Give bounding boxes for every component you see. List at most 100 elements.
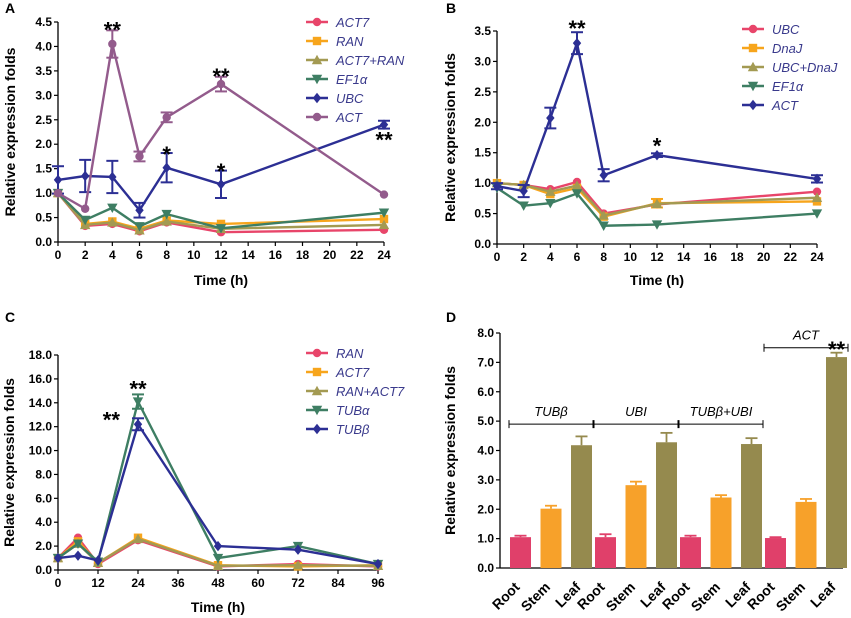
data-point	[162, 113, 171, 122]
y-tick-label: 16.0	[29, 372, 53, 386]
series-ran-plus-act7	[52, 533, 384, 571]
x-tick-label-stem: Stem	[688, 579, 724, 615]
data-point	[215, 224, 227, 234]
x-tick-label-stem: Stem	[773, 579, 809, 615]
y-tick-label: 3.0	[474, 54, 491, 68]
data-point	[519, 185, 528, 197]
x-tick-label: 36	[171, 576, 185, 590]
data-point	[108, 39, 117, 49]
bar-stem	[795, 501, 817, 568]
data-point	[213, 540, 223, 552]
legend-marker	[312, 17, 322, 27]
x-tick-label: 12	[214, 248, 228, 262]
significance-marker: **	[828, 337, 846, 362]
data-point	[53, 174, 63, 186]
x-tick-label-root: Root	[489, 579, 523, 613]
y-tick-label: 3.0	[35, 88, 52, 102]
data-point	[373, 558, 383, 570]
y-tick-label: 0.0	[474, 237, 491, 251]
y-tick-label: 4.0	[35, 515, 52, 529]
legend-entry-ubc: UBC	[742, 22, 800, 37]
y-axis-title: Relative expression folds	[442, 366, 458, 535]
x-tick-label: 6	[574, 250, 581, 264]
legend-label: ACT7	[335, 15, 370, 30]
data-point	[379, 119, 389, 130]
significance-marker: **	[568, 16, 586, 41]
x-tick-label: 2	[520, 250, 527, 264]
y-tick-label: 1.0	[474, 176, 491, 190]
data-point	[812, 187, 822, 196]
x-axis-title: Time (h)	[191, 599, 245, 615]
series-line-ubc	[496, 180, 818, 215]
legend-label: RAN	[336, 346, 364, 361]
x-tick-label-root: Root	[574, 579, 608, 613]
data-point	[134, 222, 145, 232]
y-axis-title: Relative expression folds	[442, 53, 458, 222]
y-tick-label: 2.0	[474, 115, 491, 129]
x-tick-label: 0	[55, 248, 62, 262]
series-act	[53, 29, 389, 213]
y-tick-label: 1.0	[477, 532, 494, 546]
y-axis-title: Relative expression folds	[1, 378, 17, 547]
significance-marker: **	[103, 408, 121, 433]
x-tick-label: 4	[109, 248, 116, 262]
x-tick-label: 18	[730, 250, 744, 264]
legend-marker	[312, 423, 322, 435]
x-tick-label: 48	[211, 576, 225, 590]
x-tick-label: 14	[677, 250, 691, 264]
panel-d-bar-chart: D 0.0 1.0 2.0 3.0 4.0 5.0 6.0 7.0 8.0 Relative exp…	[442, 309, 849, 615]
data-point	[53, 188, 63, 198]
data-point	[161, 216, 172, 226]
bar-leaf	[571, 445, 592, 568]
data-point	[518, 201, 529, 211]
legend-marker	[311, 74, 323, 85]
legend-label: EF1α	[772, 79, 804, 94]
legend-entry-ran: RAN	[306, 34, 364, 49]
legend-marker	[312, 92, 322, 104]
legend-marker	[311, 405, 323, 416]
y-tick-label: 8.0	[477, 326, 494, 340]
data-point	[379, 190, 389, 199]
bar-stem	[710, 497, 732, 568]
x-tick-label: 12	[91, 576, 105, 590]
data-point	[811, 209, 823, 219]
significance-marker: *	[653, 133, 662, 158]
data-point	[53, 552, 63, 564]
legend-label: ACT7	[335, 365, 370, 380]
legend-label: TUBβ	[336, 422, 370, 437]
data-point	[572, 37, 582, 49]
bar-leaf	[741, 444, 762, 568]
panel-a-line-chart: A0.00.51.01.52.02.53.03.54.04.50 2 4 6 8 10 12…	[2, 0, 405, 288]
data-point	[133, 419, 143, 430]
x-tick-label: 96	[371, 576, 385, 590]
legend-label: ACT7+RAN	[335, 53, 405, 68]
legend-label: UBC+DnaJ	[772, 60, 838, 75]
y-tick-label: 4.0	[477, 444, 494, 458]
series-ef1alpha	[52, 188, 390, 234]
legend-label: UBC	[772, 22, 800, 37]
bar-root	[765, 538, 786, 568]
legend-entry-act7: ACT7	[306, 365, 370, 380]
data-point	[93, 555, 103, 566]
x-tick-label: 16	[269, 248, 283, 262]
y-tick-label: 10.0	[29, 444, 53, 458]
data-point	[811, 192, 823, 202]
x-axis-title: Time (h)	[194, 272, 248, 288]
y-tick-label: 0.5	[35, 211, 52, 225]
y-tick-label: 6.0	[477, 385, 494, 399]
legend-marker	[747, 61, 759, 72]
bar-root	[680, 537, 701, 568]
data-point	[216, 179, 226, 190]
x-tick-label: 10	[624, 250, 638, 264]
data-point	[132, 397, 144, 407]
bar-root	[510, 537, 531, 568]
group-label: UBI	[625, 404, 647, 419]
data-point	[378, 208, 390, 218]
legend-entry-ran-plus-act7: RAN+ACT7	[306, 384, 405, 399]
legend-marker	[311, 385, 323, 396]
series-ubc-plus-dnaj	[491, 177, 823, 220]
legend-label: UBC	[336, 91, 364, 106]
x-tick-label-stem: Stem	[603, 579, 639, 615]
